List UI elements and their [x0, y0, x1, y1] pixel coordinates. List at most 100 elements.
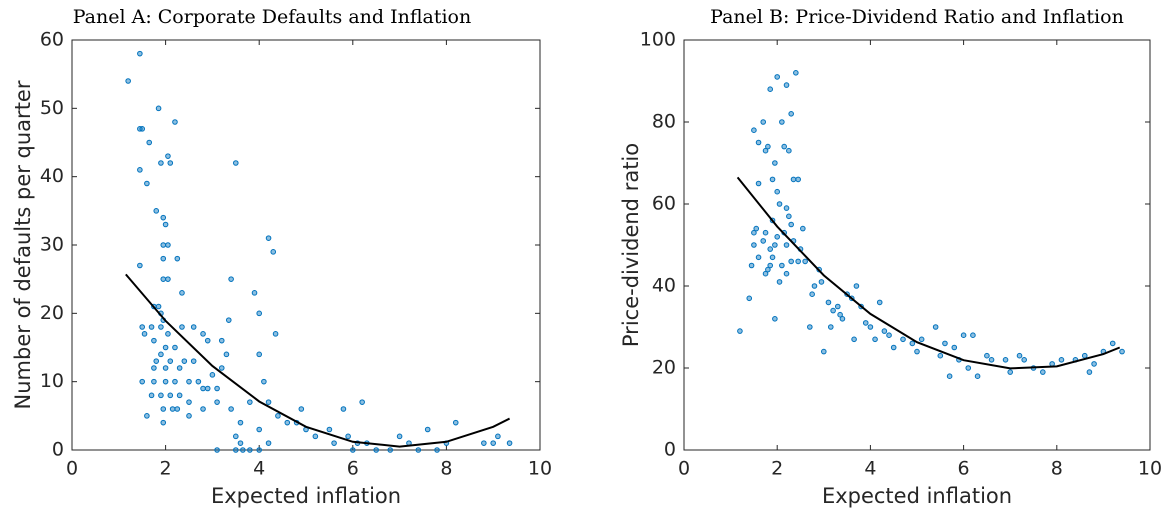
scatter-point — [853, 283, 860, 289]
x-axis-label: Expected inflation — [211, 484, 401, 508]
scatter-point — [434, 447, 440, 453]
scatter-point — [228, 406, 234, 412]
scatter-point — [151, 378, 157, 385]
scatter-point — [918, 336, 925, 343]
scatter-point — [762, 270, 769, 277]
scatter-point — [851, 336, 857, 343]
scatter-point — [886, 332, 892, 339]
scatter-point — [233, 433, 239, 440]
y-tick-label: 40 — [40, 165, 64, 187]
scatter-point — [233, 447, 239, 453]
scatter-point — [495, 433, 501, 440]
scatter-point — [160, 255, 167, 262]
scatter-point — [265, 440, 272, 446]
scatter-point — [125, 78, 131, 84]
panel-title: Panel A: Corporate Defaults and Inflatio… — [73, 6, 471, 28]
scatter-point — [195, 378, 202, 385]
y-tick-label: 100 — [640, 29, 676, 51]
scatter-point — [214, 399, 220, 405]
scatter-point — [326, 426, 333, 433]
scatter-point — [1086, 369, 1093, 375]
x-tick-label: 8 — [1051, 458, 1063, 480]
scatter-point — [776, 201, 783, 207]
plot-area — [71, 39, 541, 451]
scatter-point — [767, 246, 774, 252]
scatter-point — [753, 225, 760, 232]
scatter-point — [158, 160, 164, 166]
scatter-point — [167, 160, 174, 166]
scatter-point — [218, 365, 225, 371]
scatter-point — [765, 143, 771, 150]
scatter-point — [974, 373, 981, 380]
scatter-point — [452, 419, 459, 426]
scatter-point — [158, 392, 164, 399]
scatter-point — [755, 180, 762, 187]
scatter-point — [146, 139, 153, 146]
scatter-point — [774, 234, 781, 240]
x-tick-label: 8 — [440, 458, 452, 480]
scatter-point — [783, 82, 790, 88]
scatter-point — [261, 378, 267, 385]
panel: Panel A: Corporate Defaults and Inflatio… — [11, 6, 552, 508]
scatter-point — [1119, 348, 1125, 355]
scatter-point — [139, 378, 145, 385]
scatter-point — [165, 276, 171, 282]
scatter-point — [862, 320, 869, 326]
scatter-point — [209, 372, 216, 378]
scatter-point — [1002, 357, 1009, 363]
scatter-point — [153, 208, 160, 214]
scatter-point — [818, 279, 825, 285]
scatter-point — [148, 324, 155, 330]
scatter-point — [737, 328, 743, 334]
scatter-point — [186, 378, 192, 385]
scatter-point — [251, 290, 258, 296]
scatter-point — [807, 324, 813, 330]
scatter-point — [298, 406, 305, 412]
scatter-point — [774, 188, 781, 195]
scatter-point — [746, 295, 753, 302]
scatter-point — [256, 426, 263, 433]
scatter-point — [809, 291, 815, 298]
x-tick-label: 6 — [347, 458, 359, 480]
x-tick-label: 10 — [1138, 458, 1162, 480]
scatter-point — [190, 324, 197, 330]
scatter-point — [265, 235, 272, 241]
scatter-point — [790, 176, 797, 183]
scatter-point — [186, 413, 192, 419]
scatter-point — [174, 255, 181, 262]
scatter-point — [256, 310, 263, 317]
scatter-point — [340, 406, 347, 412]
scatter-point — [137, 262, 143, 269]
scatter-point — [960, 332, 967, 339]
y-tick-label: 0 — [52, 439, 64, 461]
scatter-point — [748, 262, 755, 269]
scatter-point — [769, 176, 776, 183]
scatter-point — [214, 385, 220, 392]
scatter-point — [779, 262, 785, 269]
scatter-point — [169, 406, 176, 412]
scatter-point — [151, 337, 157, 344]
scatter-point — [233, 160, 239, 166]
scatter-point — [490, 440, 497, 446]
scatter-point — [783, 270, 790, 277]
scatter-point — [811, 283, 818, 289]
scatter-point — [272, 331, 279, 337]
x-tick-label: 4 — [864, 458, 876, 480]
scatter-point — [176, 392, 183, 399]
y-tick-label: 10 — [40, 370, 64, 392]
scatter-point — [767, 86, 774, 92]
scatter-point — [1021, 357, 1027, 363]
scatter-point — [137, 50, 143, 57]
scatter-point — [914, 348, 920, 355]
scatter-point — [162, 344, 169, 351]
plot-area — [683, 39, 1151, 451]
scatter-point — [158, 351, 164, 358]
x-tick-label: 10 — [528, 458, 552, 480]
scatter-point — [167, 358, 174, 364]
panel: Panel B: Price-Dividend Ratio and Inflat… — [619, 6, 1162, 508]
scatter-point — [218, 337, 225, 344]
scatter-point — [237, 440, 244, 446]
scatter-point — [345, 433, 351, 440]
scatter-point — [1109, 340, 1116, 347]
